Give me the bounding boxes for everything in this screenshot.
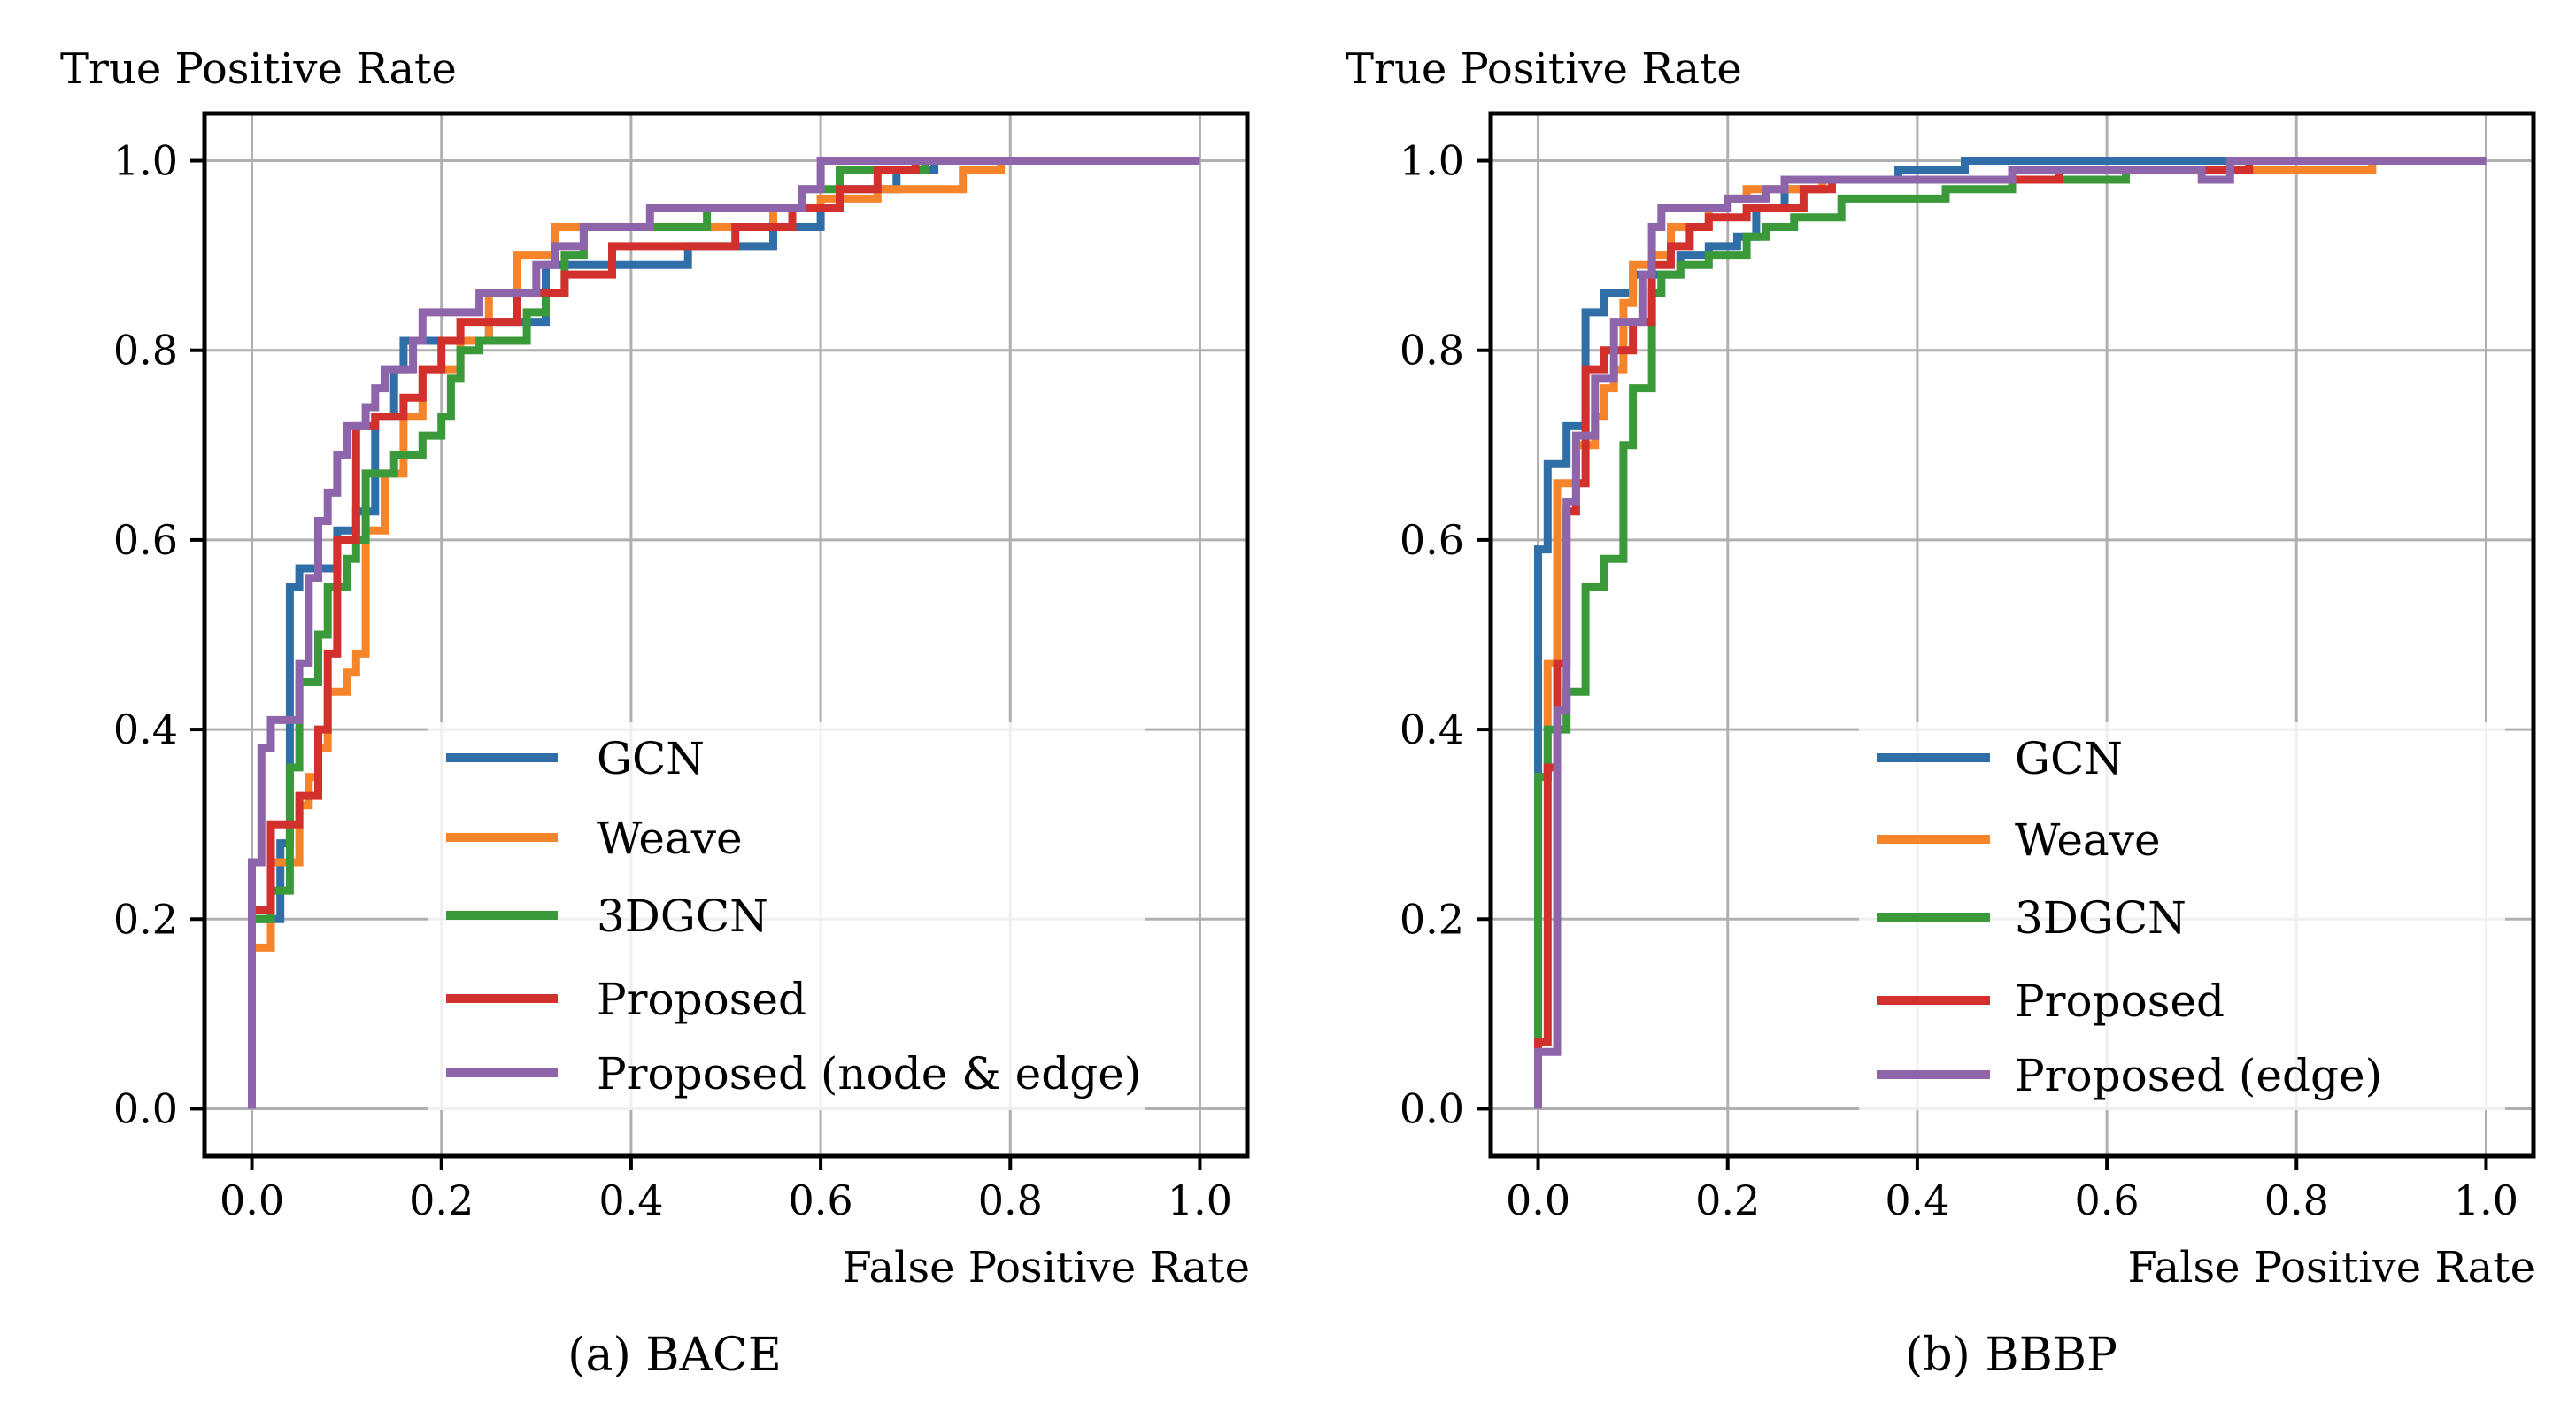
legend-a: GCN Weave 3DGCN Proposed Proposed (node … [428,722,1145,1110]
legend-label-3dgcn: 3DGCN [597,891,768,942]
x-axis-label-a: False Positive Rate [842,1243,1250,1292]
ticks-a: 0.0 0.2 0.4 0.6 0.8 1.0 0.0 0.2 0.4 0.6 0.8 1.0 [113,137,1232,1224]
legend-b: GCN Weave 3DGCN Proposed Proposed (edge) [1859,722,2505,1110]
x-tick-label-b-0: 0.0 [1506,1176,1570,1224]
legend-label-proposed-edge-b: Proposed (edge) [2015,1050,2382,1101]
y-tick-label-a-2: 0.4 [113,706,178,753]
roc-curve-a-3dgcn [248,157,1200,1109]
roc-curve-b-proposed-edge- [1534,157,2487,1109]
y-tick-label-b-4: 0.8 [1400,327,1464,374]
legend-label-proposed-node-edge: Proposed (node & edge) [597,1048,1141,1099]
legend-label-proposed: Proposed [597,974,806,1025]
legend-label-gcn: GCN [597,733,705,784]
roc-curve-a-proposed [248,157,1200,1109]
x-tick-label-a-4: 0.8 [978,1176,1043,1224]
x-tick-label-a-2: 0.4 [598,1176,663,1224]
x-tick-label-b-2: 0.4 [1885,1176,1949,1224]
plot-frame-a [202,111,1250,1159]
roc-curve-a-proposed-node-edge- [248,157,1200,1109]
x-tick-label-a-3: 0.6 [789,1176,853,1224]
y-tick-label-b-5: 1.0 [1400,137,1464,185]
ticks-b: 0.0 0.2 0.4 0.6 0.8 1.0 0.0 0.2 0.4 0.6 0.8 1.0 [1400,137,2518,1224]
x-tick-label-a-5: 1.0 [1168,1176,1232,1224]
legend-label-weave: Weave [597,813,743,864]
x-tick-label-a-1: 0.2 [409,1176,474,1224]
x-tick-label-b-5: 1.0 [2454,1176,2518,1224]
roc-curve-b-3dgcn [1534,157,2487,1109]
x-axis-label-b: False Positive Rate [2127,1243,2535,1292]
legend-label-weave-b: Weave [2015,814,2161,866]
legend-label-3dgcn-b: 3DGCN [2015,892,2187,944]
y-tick-label-a-4: 0.8 [113,327,178,374]
x-tick-label-b-3: 0.6 [2075,1176,2140,1224]
x-tick-label-a-0: 0.0 [220,1176,284,1224]
y-tick-label-a-1: 0.2 [113,895,178,943]
legend-label-gcn-b: GCN [2015,733,2123,784]
y-tick-label-a-0: 0.0 [113,1084,178,1132]
y-tick-label-b-1: 0.2 [1400,895,1464,943]
plot-frame-b [1488,111,2536,1159]
caption-b: (b) BBBP [1905,1329,2117,1382]
subplot-bbbp: True Positive Rate 0.0 0.2 0.4 0.6 0.8 1.00.0… [1346,44,2536,1382]
y-axis-label-b: True Positive Rate [1346,44,1742,94]
y-tick-label-a-3: 0.6 [113,516,178,564]
y-tick-label-b-2: 0.4 [1400,706,1464,753]
caption-a: (a) BACE [567,1329,782,1382]
y-tick-label-a-5: 1.0 [113,137,178,185]
subplot-bace: True Positive Rate 0.0 0.2 0.4 0.6 0.8 1.00.0… [60,44,1250,1382]
x-tick-label-b-4: 0.8 [2264,1176,2329,1224]
y-tick-label-b-3: 0.6 [1400,516,1464,564]
y-tick-label-b-0: 0.0 [1400,1084,1464,1132]
x-tick-label-b-1: 0.2 [1695,1176,1760,1224]
y-axis-label-a: True Positive Rate [60,44,457,94]
curves-a [248,157,1200,1109]
legend-label-proposed-b: Proposed [2015,976,2225,1027]
curves-b [1534,157,2487,1109]
